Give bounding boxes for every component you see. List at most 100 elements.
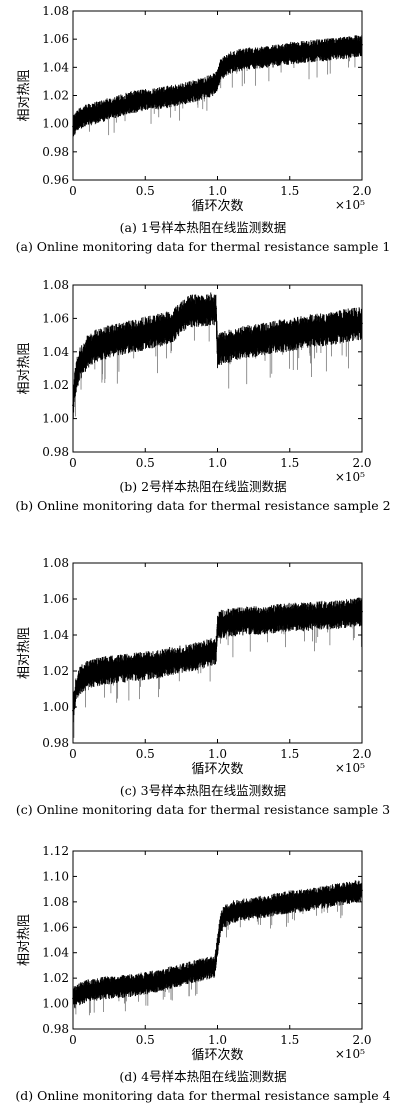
y-tick-label: 0.98 (42, 1022, 69, 1036)
data-point (202, 968, 204, 971)
caption-cn: (b) 2号样本热阻在线监测数据 (119, 479, 286, 494)
data-point (231, 621, 233, 624)
caption-en: (c) Online monitoring data for thermal r… (16, 802, 390, 817)
data-point (231, 911, 233, 913)
x-tick-label: 0 (69, 747, 77, 761)
y-tick-label: 1.06 (42, 311, 69, 325)
data-point (79, 992, 82, 995)
chart-panel-2: 0 0.5 1.0 1.5 2.0 0.98 1.00 1.02 1.04 1.06 1.08 ×10… (15, 278, 390, 513)
data-point (144, 664, 147, 667)
data-point (129, 984, 132, 987)
data-point (115, 668, 118, 671)
data-point (144, 982, 147, 985)
plot-frame (72, 10, 363, 181)
data-point (86, 673, 89, 676)
y-tick-label: 1.02 (42, 971, 69, 985)
data-point (187, 310, 190, 313)
data-point (79, 362, 82, 365)
y-tick-label: 1.04 (42, 345, 69, 359)
x-tick-label: 2.0 (352, 1033, 371, 1047)
data-point (115, 986, 118, 988)
data-point (213, 83, 216, 86)
y-tick-label: 1.00 (42, 412, 69, 426)
data-point (317, 49, 320, 52)
data-point (187, 657, 190, 660)
y-tick-label: 0.98 (42, 445, 69, 459)
data-point (245, 57, 248, 60)
data-point (144, 98, 147, 101)
data-point (216, 350, 219, 353)
caption-en: (b) Online monitoring data for thermal r… (15, 498, 390, 513)
data-point (317, 329, 320, 331)
data-point (86, 350, 89, 353)
data-point (303, 899, 306, 902)
data-point (346, 46, 349, 49)
data-point (216, 626, 219, 629)
data-point (274, 55, 277, 57)
data-point (187, 972, 190, 974)
data-point (332, 894, 334, 897)
data-point (101, 670, 103, 672)
data-point (74, 688, 77, 690)
x-tick-label: 2.0 (352, 184, 371, 198)
data-point (259, 339, 262, 342)
data-point (288, 52, 291, 55)
caption-cn: (a) 1号样本热阻在线监测数据 (120, 220, 287, 235)
x-tick-label: 1.0 (208, 747, 227, 761)
x-axis-label: 循环次数 (191, 761, 243, 777)
data-point (223, 65, 226, 67)
data-point (173, 324, 176, 326)
data-point (86, 114, 89, 117)
y-axis-label: 相对热阻 (17, 627, 32, 679)
x-axis-label: 循环次数 (191, 198, 243, 214)
x-tick-label: 0 (69, 184, 77, 198)
data-point (303, 330, 306, 333)
plot-frame (72, 562, 363, 744)
chart-panel-1: 0 0.5 1.0 1.5 2.0 0.96 0.98 1.00 1.02 1.04 1.06 1.0… (16, 4, 391, 254)
data-point (231, 60, 233, 63)
y-tick-label: 1.08 (42, 278, 69, 292)
data-point (202, 653, 204, 656)
data-spikes (73, 892, 353, 1016)
data-point (222, 916, 225, 919)
x-tick-label: 0.5 (136, 456, 155, 470)
data-point (158, 97, 161, 100)
x-tick-label: 1.0 (208, 1033, 227, 1047)
x-tick-label: 1.5 (280, 747, 299, 761)
chart-panel-4: 0 0.5 1.0 1.5 2.0 0.98 1.00 1.02 1.04 1.06 1.08 1.1… (15, 844, 390, 1103)
data-point (216, 79, 219, 81)
data-point (101, 987, 103, 990)
y-tick-label: 1.02 (42, 378, 69, 392)
data-point (129, 101, 132, 104)
y-tick-label: 1.00 (42, 117, 69, 131)
x-axis-label: 循环次数 (191, 1047, 243, 1063)
x-multiplier: ×10⁵ (335, 1047, 365, 1061)
data-point (202, 309, 204, 311)
y-tick-label: 1.04 (42, 946, 69, 960)
data-point (274, 335, 277, 338)
data-point (93, 345, 96, 348)
data-point (86, 989, 89, 992)
y-tick-label: 1.06 (42, 592, 69, 606)
x-tick-label: 1.5 (280, 456, 299, 470)
data-noise (73, 597, 362, 723)
data-point (332, 327, 334, 330)
data-point (101, 110, 103, 112)
y-tick-label: 1.10 (42, 869, 69, 883)
x-multiplier: ×10⁵ (335, 470, 365, 484)
data-point (129, 666, 132, 669)
x-tick-label: 2.0 (352, 747, 371, 761)
data-point (173, 659, 176, 662)
x-tick-label: 2.0 (352, 456, 371, 470)
data-point (274, 903, 277, 906)
caption-en: (a) Online monitoring data for thermal r… (16, 239, 391, 254)
data-point (219, 69, 222, 72)
data-spikes (78, 45, 357, 136)
data-point (173, 94, 176, 97)
caption-en: (d) Online monitoring data for thermal r… (15, 1088, 390, 1103)
data-point (288, 900, 291, 903)
y-axis-label: 相对热阻 (17, 914, 32, 966)
data-point (213, 965, 216, 968)
data-point (274, 617, 277, 620)
